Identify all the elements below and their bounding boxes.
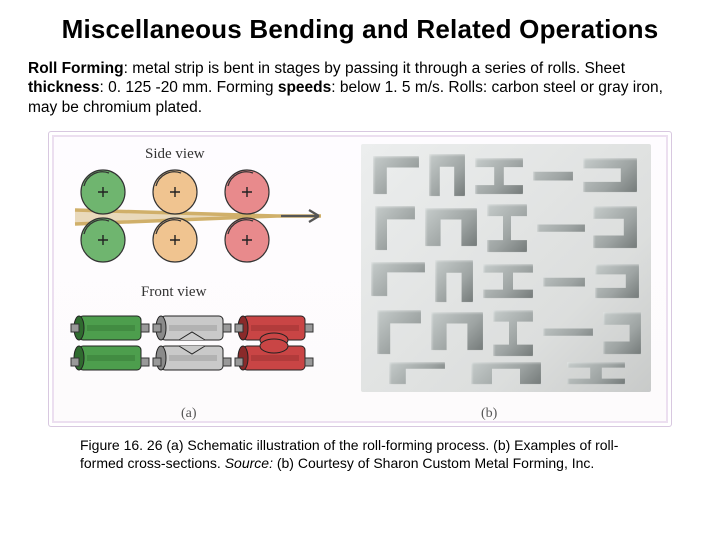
roll-formed-shape <box>543 314 593 350</box>
figure-frame: Side view Front view (a) (b) <box>48 131 672 427</box>
thick-bold: thickness <box>28 79 100 96</box>
roll-formed-shape <box>373 156 419 194</box>
roll-formed-shape <box>483 264 533 298</box>
panel-a: Side view Front view <box>63 144 353 418</box>
lead-bold: Roll Forming <box>28 60 124 77</box>
front-view-diagram <box>69 304 339 396</box>
thick-rest: : 0. 125 -20 mm. Forming <box>100 79 278 96</box>
roll-formed-shape <box>471 362 541 384</box>
roll-formed-shape <box>543 260 585 304</box>
roll-formed-shape <box>583 158 637 192</box>
roll-formed-shape <box>429 154 465 196</box>
slide-title: Miscellaneous Bending and Related Operat… <box>24 14 696 45</box>
roll-formed-shape <box>435 260 473 302</box>
side-view-label: Side view <box>145 146 205 163</box>
panel-b <box>361 144 657 418</box>
roll-formed-shape <box>377 310 421 354</box>
roll-formed-shape <box>375 206 415 250</box>
figure-caption: Figure 16. 26 (a) Schematic illustration… <box>24 427 696 472</box>
roll-formed-shape <box>593 206 637 248</box>
roll-formed-shape <box>595 264 639 298</box>
roll-formed-shape <box>371 262 425 296</box>
caption-source-rest: (b) Courtesy of Sharon Custom Metal Form… <box>273 455 594 471</box>
roll-formed-shape <box>603 312 641 354</box>
panel-a-label: (a) <box>181 406 197 422</box>
roll-formed-shape <box>475 158 523 194</box>
caption-source-italic: Source: <box>225 455 273 471</box>
roll-formed-shape <box>567 362 625 384</box>
lead-rest: : metal strip is bent in stages by passi… <box>124 60 625 77</box>
roll-formed-shape <box>431 312 483 350</box>
panel-b-label: (b) <box>481 406 497 422</box>
speed-bold: speeds <box>278 79 331 96</box>
roll-formed-shape <box>425 208 477 246</box>
caption-figno: Figure 16. 26 <box>80 437 166 453</box>
front-view-label: Front view <box>141 284 206 301</box>
roll-formed-shape <box>537 210 585 246</box>
side-view-diagram <box>69 166 339 276</box>
shapes-grid <box>361 144 651 392</box>
roll-formed-shape <box>493 310 533 356</box>
roll-formed-shape <box>487 204 527 252</box>
roll-formed-shape <box>389 362 445 384</box>
body-paragraph: Roll Forming: metal strip is bent in sta… <box>24 59 696 117</box>
roll-formed-shape <box>533 154 573 198</box>
